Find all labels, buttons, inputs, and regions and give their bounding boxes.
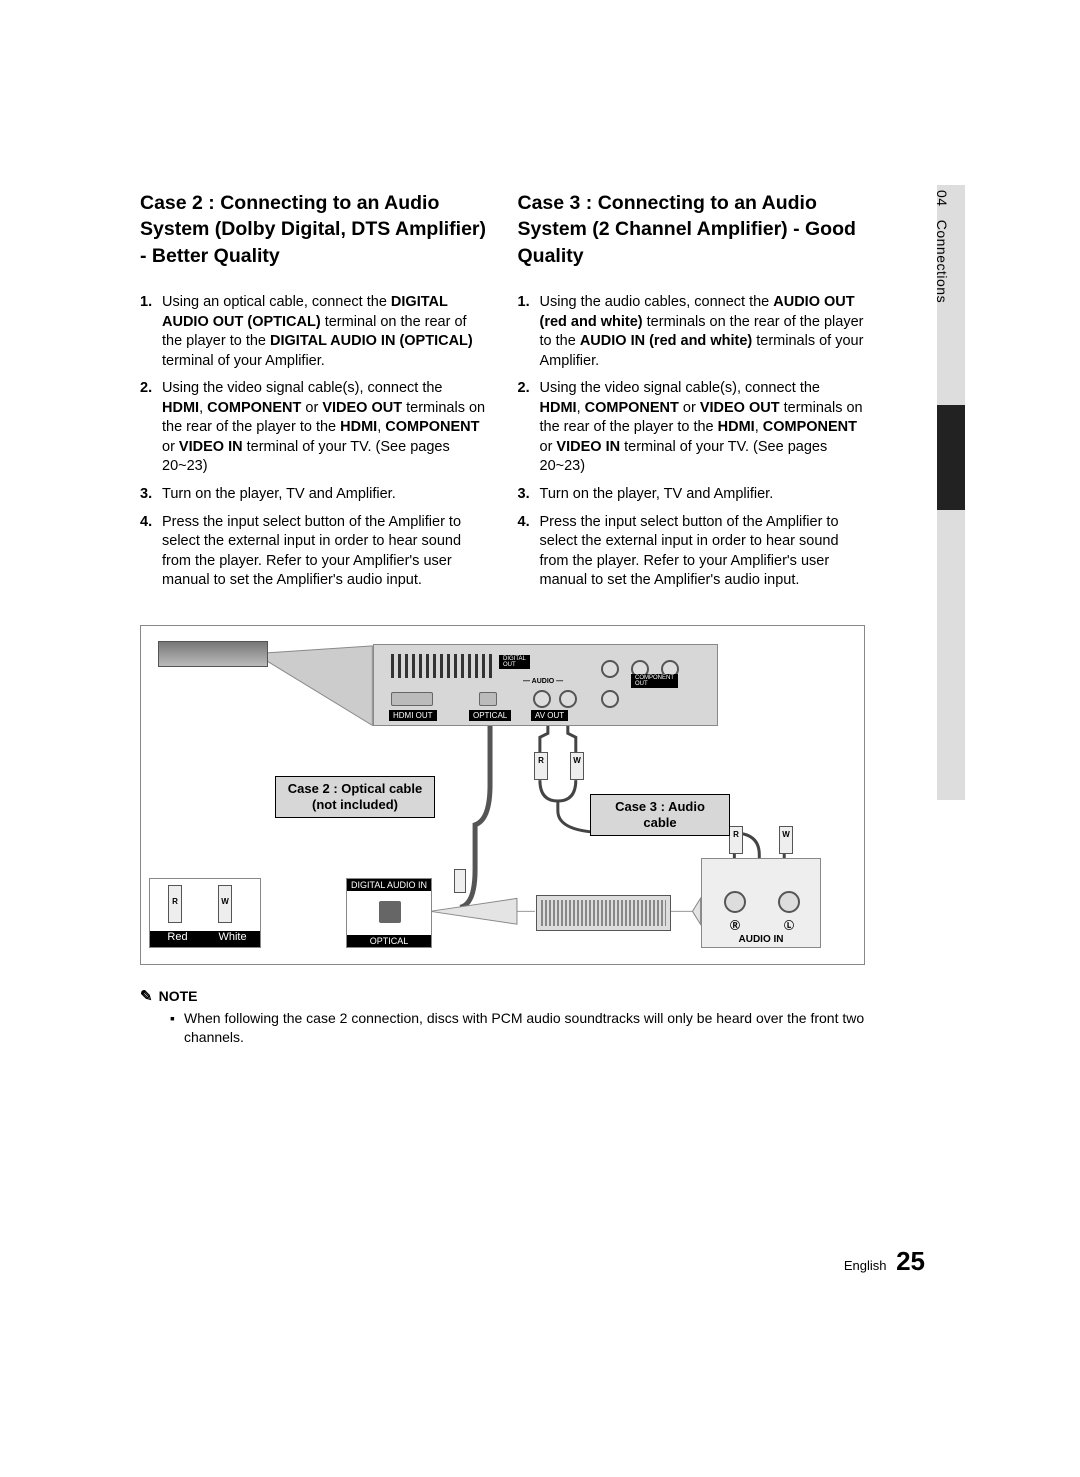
component-y xyxy=(601,660,619,678)
list-item: 2.Using the video signal cable(s), conne… xyxy=(140,379,488,477)
hdmi-out-label: HDMI OUT xyxy=(389,710,437,721)
footer-page-number: 25 xyxy=(896,1246,925,1276)
case3-steps: 1.Using the audio cables, connect the AU… xyxy=(518,293,866,591)
case2-cable-label-text: Case 2 : Optical cable(not included) xyxy=(288,781,422,812)
audio-in-box: Ⓡ Ⓛ AUDIO IN xyxy=(701,858,821,948)
audio-out-r xyxy=(533,690,551,708)
case2-cable-label: Case 2 : Optical cable(not included) xyxy=(275,776,435,819)
bullet-icon: ▪ xyxy=(170,1009,184,1048)
case3-column: Case 3 : Connecting to an Audio System (… xyxy=(518,190,866,599)
step-number: 3. xyxy=(140,485,162,505)
list-item: 4.Press the input select button of the A… xyxy=(518,513,866,591)
list-item: 4.Press the input select button of the A… xyxy=(140,513,488,591)
step-text: Using an optical cable, connect the DIGI… xyxy=(162,293,488,371)
step-text: Press the input select button of the Amp… xyxy=(540,513,866,591)
step-number: 2. xyxy=(140,379,162,477)
legend-w: W xyxy=(218,897,232,906)
audio-small-label: — AUDIO — xyxy=(523,678,563,685)
note-item: ▪When following the case 2 connection, d… xyxy=(170,1009,865,1048)
case2-column: Case 2 : Connecting to an Audio System (… xyxy=(140,190,488,599)
step-number: 4. xyxy=(518,513,540,591)
list-item: 2.Using the video signal cable(s), conne… xyxy=(518,379,866,477)
optical-in-label: OPTICAL xyxy=(347,935,431,947)
page-footer: English 25 xyxy=(844,1246,925,1277)
step-text: Turn on the player, TV and Amplifier. xyxy=(540,485,866,505)
step-number: 4. xyxy=(140,513,162,591)
case3-heading: Case 3 : Connecting to an Audio System (… xyxy=(518,190,866,269)
case2-heading: Case 2 : Connecting to an Audio System (… xyxy=(140,190,488,269)
optical-port-label: OPTICAL xyxy=(469,710,511,721)
av-out-label: AV OUT xyxy=(531,710,568,721)
digital-audio-in-label: DIGITAL AUDIO IN xyxy=(347,879,431,891)
digital-out-label: DIGITALOUT xyxy=(499,655,530,669)
chapter-number: 04 xyxy=(934,190,950,207)
step-number: 3. xyxy=(518,485,540,505)
note-heading: ✎ NOTE xyxy=(140,987,865,1005)
audio-in-l-label: Ⓛ xyxy=(778,917,800,932)
list-item: 3.Turn on the player, TV and Amplifier. xyxy=(140,485,488,505)
note-text: When following the case 2 connection, di… xyxy=(184,1009,865,1048)
legend-white-label: White xyxy=(205,931,260,947)
chapter-title: Connections xyxy=(934,220,950,303)
optical-plug xyxy=(454,869,466,893)
player-thumbnail xyxy=(158,641,268,667)
optical-in-port xyxy=(379,901,401,923)
step-number: 1. xyxy=(140,293,162,371)
list-item: 3.Turn on the player, TV and Amplifier. xyxy=(518,485,866,505)
case3-cable-label: Case 3 : Audio cable xyxy=(590,794,730,837)
two-columns: Case 2 : Connecting to an Audio System (… xyxy=(140,190,865,599)
component-label: COMPONENTOUT xyxy=(631,674,678,688)
step-text: Using the video signal cable(s), connect… xyxy=(540,379,866,477)
step-text: Using the audio cables, connect the AUDI… xyxy=(540,293,866,371)
amplifier xyxy=(536,895,671,931)
vent-grille xyxy=(391,654,496,678)
optical-port xyxy=(479,692,497,706)
note-heading-text: NOTE xyxy=(159,988,198,1004)
content-area: Case 2 : Connecting to an Audio System (… xyxy=(140,190,865,1048)
case2-steps: 1.Using an optical cable, connect the DI… xyxy=(140,293,488,591)
step-number: 1. xyxy=(518,293,540,371)
rca-r-label: R xyxy=(534,756,548,765)
note-items: ▪When following the case 2 connection, d… xyxy=(140,1009,865,1048)
video-out xyxy=(601,690,619,708)
footer-lang: English xyxy=(844,1258,887,1273)
step-text: Press the input select button of the Amp… xyxy=(162,513,488,591)
optical-in-box: DIGITAL AUDIO IN OPTICAL xyxy=(346,878,432,948)
audio-out-l xyxy=(559,690,577,708)
note-icon: ✎ xyxy=(140,987,153,1005)
note-section: ✎ NOTE ▪When following the case 2 connec… xyxy=(140,987,865,1048)
legend-r: R xyxy=(168,897,182,906)
audio-in-r-label: Ⓡ xyxy=(724,917,746,932)
amp-face xyxy=(541,900,666,926)
hdmi-port xyxy=(391,692,433,706)
step-text: Using the video signal cable(s), connect… xyxy=(162,379,488,477)
rear-connectors: HDMI OUT OPTICAL DIGITALOUT AV OUT — AUD… xyxy=(391,652,701,712)
rca-w-label: W xyxy=(570,756,584,765)
connection-diagram: HDMI OUT OPTICAL DIGITALOUT AV OUT — AUD… xyxy=(140,625,865,965)
side-margin-dark xyxy=(937,405,965,510)
rca-legend-box: R W Red White xyxy=(149,878,261,948)
chapter-tab: 04 Connections xyxy=(934,190,950,303)
audio-in-label: AUDIO IN xyxy=(702,934,820,945)
manual-page: 04 Connections Case 2 : Connecting to an… xyxy=(0,0,1080,1477)
rca-r-amp-label: R xyxy=(729,830,743,839)
list-item: 1.Using the audio cables, connect the AU… xyxy=(518,293,866,371)
audio-in-r xyxy=(724,891,746,913)
rca-w-amp-label: W xyxy=(779,830,793,839)
legend-red-label: Red xyxy=(150,931,205,947)
step-number: 2. xyxy=(518,379,540,477)
audio-in-l xyxy=(778,891,800,913)
step-text: Turn on the player, TV and Amplifier. xyxy=(162,485,488,505)
list-item: 1.Using an optical cable, connect the DI… xyxy=(140,293,488,371)
